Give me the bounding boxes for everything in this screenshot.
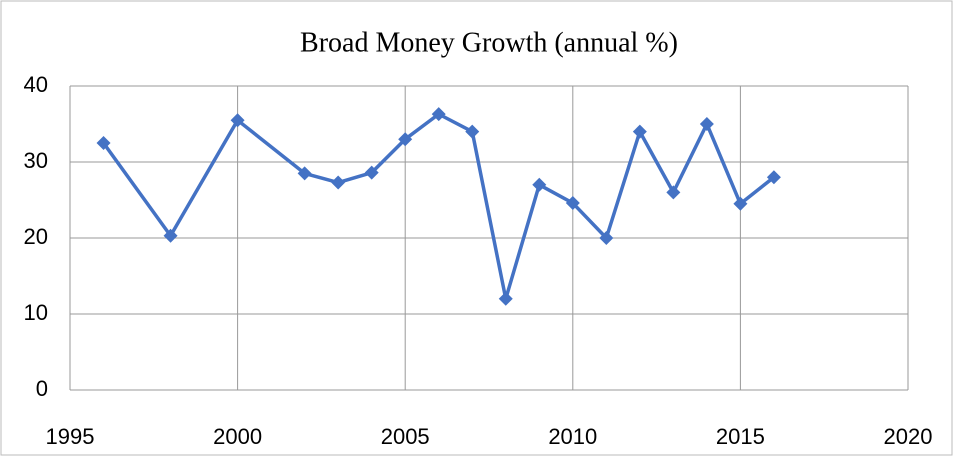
y-tick-label: 40 bbox=[24, 72, 48, 97]
data-point bbox=[666, 185, 681, 200]
data-point bbox=[733, 196, 748, 211]
x-tick-label: 2010 bbox=[548, 424, 597, 449]
data-point bbox=[331, 175, 346, 190]
x-tick-label: 1995 bbox=[46, 424, 95, 449]
data-point bbox=[766, 170, 781, 185]
data-point bbox=[398, 132, 413, 147]
data-point bbox=[96, 136, 111, 150]
x-tick-label: 2015 bbox=[716, 424, 765, 449]
data-point bbox=[230, 113, 245, 128]
x-tick-label: 2020 bbox=[884, 424, 933, 449]
x-tick-label: 2000 bbox=[213, 424, 262, 449]
data-line bbox=[102, 112, 776, 301]
data-point bbox=[465, 124, 480, 139]
data-point bbox=[599, 231, 614, 245]
data-point bbox=[498, 291, 513, 306]
y-tick-label: 10 bbox=[24, 300, 48, 325]
data-point bbox=[699, 117, 714, 131]
data-point bbox=[565, 196, 580, 211]
data-point bbox=[364, 165, 379, 180]
y-tick-label: 20 bbox=[24, 224, 48, 249]
data-point bbox=[163, 228, 178, 243]
y-tick-label: 0 bbox=[36, 376, 48, 401]
data-point bbox=[431, 107, 446, 122]
data-point bbox=[632, 124, 647, 139]
y-tick-label: 30 bbox=[24, 148, 48, 173]
chart-title: Broad Money Growth (annual %) bbox=[300, 27, 678, 58]
data-point bbox=[297, 166, 312, 181]
x-tick-label: 2005 bbox=[381, 424, 430, 449]
data-point bbox=[532, 177, 547, 192]
